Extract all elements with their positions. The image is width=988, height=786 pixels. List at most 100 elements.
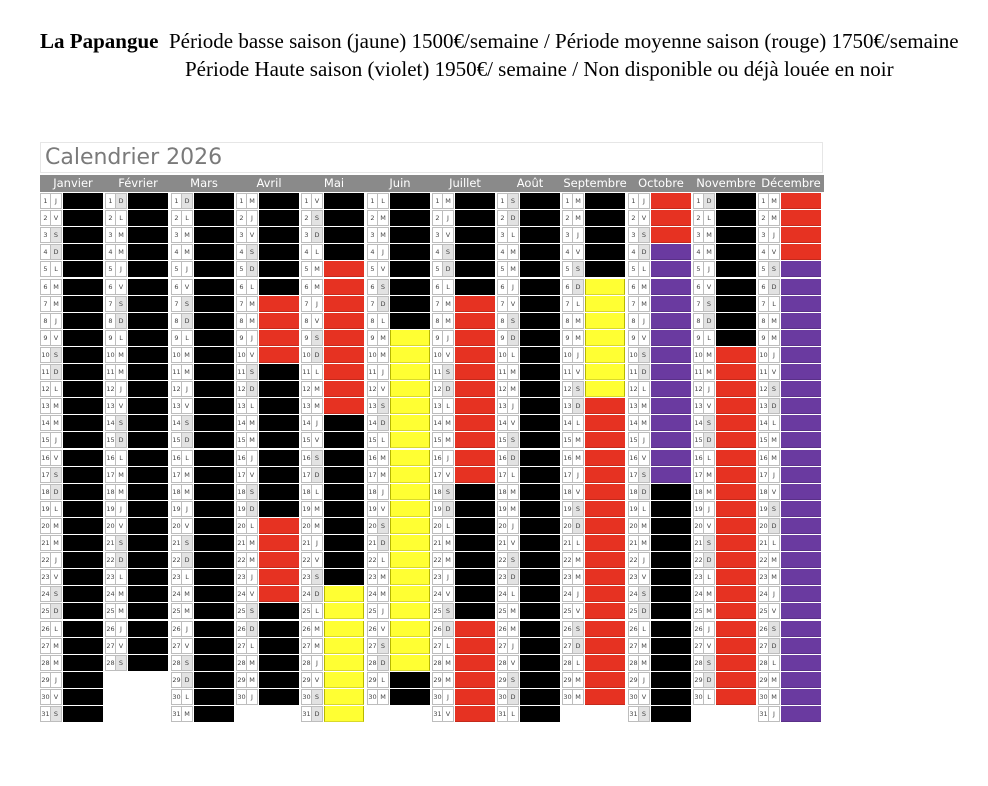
- day-cell[interactable]: 14 L: [758, 415, 824, 431]
- day-cell[interactable]: 14 V: [497, 415, 563, 431]
- day-cell[interactable]: 21 M: [236, 535, 302, 551]
- day-cell[interactable]: 16 M: [562, 450, 628, 466]
- day-cell[interactable]: 31 S: [628, 706, 694, 722]
- day-cell[interactable]: 18 V: [758, 484, 824, 500]
- day-cell[interactable]: 11 J: [367, 364, 433, 380]
- day-cell[interactable]: 24 M: [105, 586, 171, 602]
- day-cell[interactable]: 10 M: [367, 347, 433, 363]
- day-cell[interactable]: 24 L: [497, 586, 563, 602]
- day-cell[interactable]: 31 S: [40, 706, 106, 722]
- day-cell[interactable]: 29 M: [432, 672, 498, 688]
- day-cell[interactable]: 28 V: [497, 655, 563, 671]
- day-cell[interactable]: 20 L: [432, 518, 498, 534]
- day-cell[interactable]: 14 D: [367, 415, 433, 431]
- day-cell[interactable]: 20 J: [497, 518, 563, 534]
- day-cell[interactable]: 29 M: [562, 672, 628, 688]
- day-cell[interactable]: 25 V: [562, 603, 628, 619]
- day-cell[interactable]: 13 L: [432, 398, 498, 414]
- day-cell[interactable]: 30 L: [693, 689, 759, 705]
- day-cell[interactable]: 26 J: [105, 621, 171, 637]
- day-cell[interactable]: 22 J: [40, 552, 106, 568]
- day-cell[interactable]: 21 L: [562, 535, 628, 551]
- day-cell[interactable]: 25 M: [105, 603, 171, 619]
- day-cell[interactable]: 13 J: [497, 398, 563, 414]
- day-cell[interactable]: 12 M: [301, 381, 367, 397]
- day-cell[interactable]: 15 V: [301, 432, 367, 448]
- day-cell[interactable]: 23 L: [693, 569, 759, 585]
- day-cell[interactable]: 22 M: [562, 552, 628, 568]
- day-cell[interactable]: 25 D: [628, 603, 694, 619]
- day-cell[interactable]: 17 M: [367, 467, 433, 483]
- day-cell[interactable]: 17 S: [628, 467, 694, 483]
- day-cell[interactable]: 21 D: [367, 535, 433, 551]
- day-cell[interactable]: 20 V: [693, 518, 759, 534]
- day-cell[interactable]: 17 J: [562, 467, 628, 483]
- day-cell[interactable]: 30 V: [40, 689, 106, 705]
- day-cell[interactable]: 15 D: [105, 432, 171, 448]
- day-cell[interactable]: 24 J: [758, 586, 824, 602]
- day-cell[interactable]: 21 S: [105, 535, 171, 551]
- day-cell[interactable]: 14 S: [693, 415, 759, 431]
- day-cell[interactable]: 27 D: [562, 638, 628, 654]
- day-cell[interactable]: 11 D: [628, 364, 694, 380]
- day-cell[interactable]: 22 M: [236, 552, 302, 568]
- day-cell[interactable]: 11 L: [301, 364, 367, 380]
- day-cell[interactable]: 17 S: [40, 467, 106, 483]
- day-cell[interactable]: 17 V: [236, 467, 302, 483]
- day-cell[interactable]: 27 J: [497, 638, 563, 654]
- day-cell[interactable]: 10 S: [628, 347, 694, 363]
- day-cell[interactable]: 29 D: [693, 672, 759, 688]
- day-cell[interactable]: 17 M: [105, 467, 171, 483]
- day-cell[interactable]: 13 V: [693, 398, 759, 414]
- day-cell[interactable]: 25 V: [758, 603, 824, 619]
- day-cell[interactable]: 13 M: [628, 398, 694, 414]
- day-cell[interactable]: 18 M: [693, 484, 759, 500]
- day-cell[interactable]: 18 D: [628, 484, 694, 500]
- day-cell[interactable]: 13 V: [171, 398, 237, 414]
- day-cell[interactable]: 27 V: [171, 638, 237, 654]
- day-cell[interactable]: 17 M: [693, 467, 759, 483]
- day-cell[interactable]: 19 S: [562, 501, 628, 517]
- day-cell[interactable]: 20 D: [758, 518, 824, 534]
- day-cell[interactable]: 25 S: [432, 603, 498, 619]
- day-cell[interactable]: 22 D: [171, 552, 237, 568]
- day-cell[interactable]: 18 L: [301, 484, 367, 500]
- day-cell[interactable]: 15 D: [693, 432, 759, 448]
- day-cell[interactable]: 30 M: [562, 689, 628, 705]
- day-cell[interactable]: 14 M: [236, 415, 302, 431]
- day-cell[interactable]: 11 M: [105, 364, 171, 380]
- day-cell[interactable]: 19 J: [171, 501, 237, 517]
